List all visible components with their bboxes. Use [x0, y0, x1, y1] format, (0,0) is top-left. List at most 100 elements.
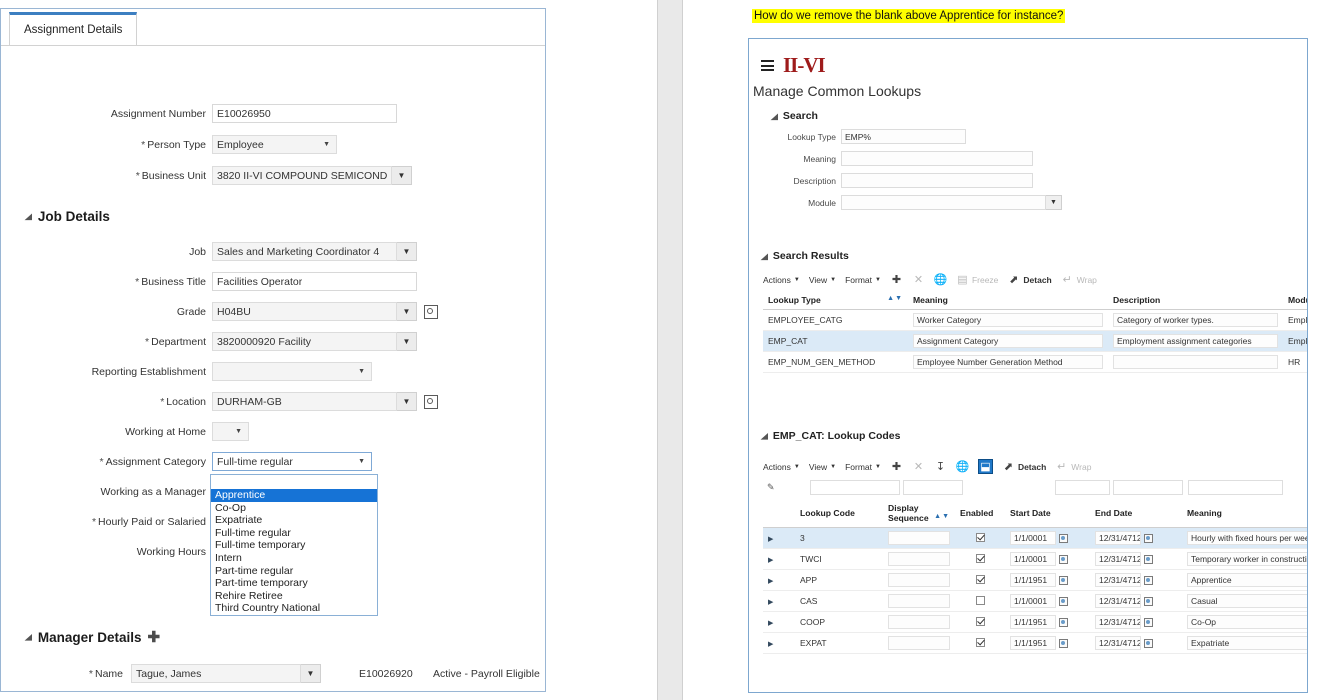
toolbar-menu-view[interactable]: View ▼ [809, 275, 836, 285]
table-row[interactable]: EMPLOYEE_CATG Worker Category Category of … [763, 309, 1307, 331]
cell-input[interactable]: 12/31/4712 [1095, 573, 1141, 587]
calendar-icon[interactable] [1144, 638, 1153, 648]
cell-input[interactable]: Co-Op [1187, 615, 1307, 629]
chevron-right-icon[interactable]: ▶ [768, 536, 774, 543]
enabled-checkbox[interactable] [975, 532, 985, 542]
calendar-icon[interactable] [1144, 554, 1153, 564]
field-person-type-control[interactable]: Employee ▼ [212, 135, 337, 154]
field-grade-input[interactable]: H04BU [212, 302, 397, 321]
field-assignment-number-control[interactable]: E10026950 [212, 104, 397, 123]
dropdown-option[interactable]: Third Country National [211, 602, 377, 615]
cell-enabled[interactable] [955, 548, 1005, 570]
search-meaning-control[interactable] [841, 151, 1033, 166]
cell-input[interactable] [888, 615, 950, 629]
cell-input[interactable]: Category of worker types. [1113, 313, 1278, 327]
row-expander[interactable]: ▶ [763, 590, 795, 612]
cell-input[interactable]: 12/31/4712 [1095, 531, 1141, 545]
cell-lookup-type[interactable]: EMP_CAT [763, 330, 908, 352]
field-job-control[interactable]: Sales and Marketing Coordinator 4 ▼ [212, 242, 417, 261]
globe-icon[interactable]: 🌐 [955, 461, 970, 473]
dropdown-option[interactable]: Rehire Retiree [211, 590, 377, 603]
cell-meaning[interactable]: Hourly with fixed hours per week [1182, 527, 1307, 549]
cell-enabled[interactable] [955, 569, 1005, 591]
cell-start-date[interactable]: 1/1/0001 [1005, 548, 1090, 570]
chevron-right-icon[interactable]: ▶ [768, 641, 774, 648]
cell-end-date[interactable]: 12/31/4712 [1090, 611, 1182, 633]
enabled-checkbox[interactable] [975, 595, 985, 605]
enabled-checkbox[interactable] [975, 574, 985, 584]
plus-icon[interactable]: ✚ [891, 274, 902, 286]
chevron-down-icon[interactable]: ▼ [323, 141, 330, 148]
toolbar-menu-view[interactable]: View ▼ [809, 462, 836, 472]
cell-enabled[interactable] [955, 632, 1005, 654]
cell-input[interactable]: 12/31/4712 [1095, 594, 1141, 608]
cell-input[interactable] [888, 573, 950, 587]
cell-lookup-type[interactable]: EMP_NUM_GEN_METHOD [763, 351, 908, 373]
manager-name-control[interactable]: Tague, James ▼ [131, 664, 321, 683]
filter-input-0[interactable] [810, 480, 900, 495]
cell-input[interactable] [888, 552, 950, 566]
tab-assignment-details[interactable]: Assignment Details [9, 12, 138, 45]
dropdown-option[interactable]: Co-Op [211, 502, 377, 515]
toolbar-menu-actions[interactable]: Actions ▼ [763, 275, 800, 285]
cell-input[interactable]: 1/1/0001 [1010, 552, 1056, 566]
cell-module[interactable]: Employment [1283, 309, 1307, 331]
cell-input[interactable]: 12/31/4712 [1095, 636, 1141, 650]
calendar-icon[interactable] [1059, 554, 1068, 564]
cell-input[interactable]: 1/1/0001 [1010, 531, 1056, 545]
job-details-section-header[interactable]: ◢ Job Details [25, 209, 110, 224]
x-delete-icon[interactable]: ✕ [913, 274, 924, 286]
toolbar-menu-actions[interactable]: Actions ▼ [763, 462, 800, 472]
cell-lookup-code[interactable]: APP [795, 569, 883, 591]
calendar-icon[interactable] [1059, 533, 1068, 543]
x-delete-icon[interactable]: ✕ [913, 461, 924, 473]
column-header-meaning[interactable]: Meaning ▲▼ [1182, 499, 1307, 528]
cell-end-date[interactable]: 12/31/4712 [1090, 527, 1182, 549]
search-section-header[interactable]: ◢ Search [771, 110, 818, 122]
hamburger-menu-icon[interactable] [761, 58, 774, 74]
row-expander[interactable]: ▶ [763, 527, 795, 549]
cell-display-sequence[interactable] [883, 527, 955, 549]
chevron-right-icon[interactable]: ▶ [768, 599, 774, 606]
field-reporting-establishment-input[interactable]: ▼ [212, 362, 372, 381]
chevron-right-icon[interactable]: ▶ [768, 557, 774, 564]
field-assignment-category-control[interactable]: Full-time regular ▼ [212, 452, 372, 471]
field-working-at-home-control[interactable]: ▼ [212, 422, 249, 441]
dropdown-option[interactable]: Intern [211, 552, 377, 565]
cell-description[interactable] [1108, 351, 1283, 373]
calendar-icon[interactable] [1059, 617, 1068, 627]
field-department-dropdown-button[interactable]: ▼ [397, 332, 417, 351]
cell-end-date[interactable]: 12/31/4712 [1090, 548, 1182, 570]
cell-display-sequence[interactable] [883, 632, 955, 654]
column-header-enabled[interactable]: Enabled [955, 499, 1005, 528]
cell-start-date[interactable]: 1/1/1951 [1005, 569, 1090, 591]
search-module-control[interactable]: ▼ [841, 195, 1062, 210]
field-department-input[interactable]: 3820000920 Facility [212, 332, 397, 351]
cell-input[interactable]: Hourly with fixed hours per week [1187, 531, 1307, 545]
field-business-title-control[interactable]: Facilities Operator [212, 272, 417, 291]
calendar-icon[interactable] [1144, 617, 1153, 627]
cell-end-date[interactable]: 12/31/4712 [1090, 590, 1182, 612]
cell-enabled[interactable] [955, 527, 1005, 549]
sort-indicator-icon[interactable]: ▲▼ [934, 513, 950, 520]
row-expander[interactable]: ▶ [763, 632, 795, 654]
toolbar-menu-format[interactable]: Format ▼ [845, 462, 881, 472]
field-grade-dropdown-button[interactable]: ▼ [397, 302, 417, 321]
dropdown-option[interactable]: Part-time temporary [211, 577, 377, 590]
search-meaning-input[interactable] [841, 151, 1033, 166]
calendar-icon[interactable] [1144, 596, 1153, 606]
cell-enabled[interactable] [955, 611, 1005, 633]
calendar-icon[interactable] [1144, 575, 1153, 585]
manager-details-section-header[interactable]: ◢ Manager Details ✚ [25, 630, 160, 645]
column-header-start-date[interactable]: Start Date [1005, 499, 1090, 528]
row-expander[interactable]: ▶ [763, 611, 795, 633]
cell-input[interactable]: Apprentice [1187, 573, 1307, 587]
table-row[interactable]: ▶ CAS 1/1/0001 12/31/4712 Casual [763, 590, 1307, 612]
dropdown-option[interactable]: Full-time temporary [211, 539, 377, 552]
cell-meaning[interactable]: Casual [1182, 590, 1307, 612]
field-business-unit-dropdown-button[interactable]: ▼ [392, 166, 412, 185]
cell-lookup-code[interactable]: 3 [795, 527, 883, 549]
cell-input[interactable]: 12/31/4712 [1095, 552, 1141, 566]
search-lookup-type-input[interactable]: EMP% [841, 129, 966, 144]
field-job-input[interactable]: Sales and Marketing Coordinator 4 [212, 242, 397, 261]
